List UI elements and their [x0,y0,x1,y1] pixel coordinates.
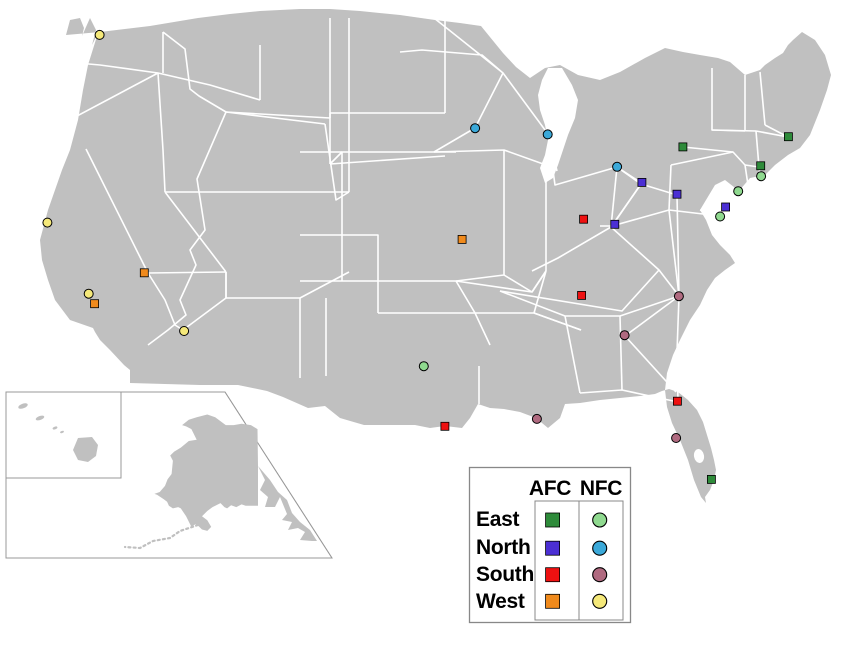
svg-text:AFC: AFC [529,477,571,500]
svg-text:South: South [476,563,534,586]
svg-text:North: North [476,536,531,559]
svg-text:East: East [476,508,519,531]
svg-text:NFC: NFC [580,477,622,500]
svg-text:West: West [476,590,525,613]
